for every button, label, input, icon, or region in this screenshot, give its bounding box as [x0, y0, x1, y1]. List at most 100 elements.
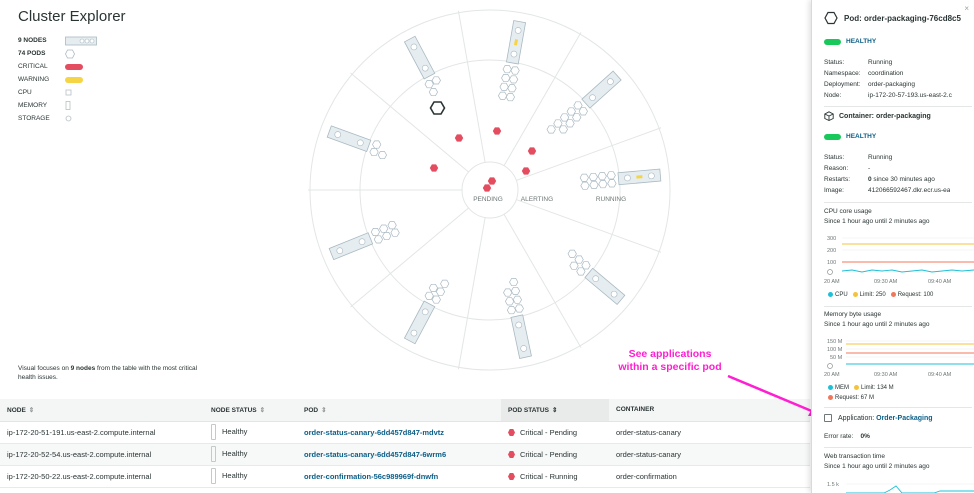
pod-link[interactable]: order-status-canary-6dd457d847-6wrm6 — [304, 449, 447, 459]
column-header-pod[interactable]: POD ⇕ — [297, 399, 501, 422]
pod-hex-icon[interactable] — [514, 304, 524, 313]
pod-hex-icon[interactable] — [510, 66, 520, 75]
pod-hex-icon[interactable] — [598, 180, 608, 189]
pod-hex-icon[interactable] — [576, 267, 586, 276]
node-box[interactable] — [403, 300, 436, 345]
pod-hex-icon[interactable] — [574, 255, 584, 264]
legend-request-item[interactable]: Request: 67 M — [828, 395, 874, 401]
pod-hex-icon[interactable] — [507, 84, 517, 93]
legend-limit-item[interactable]: Limit: 134 M — [854, 385, 894, 391]
node-box[interactable] — [328, 232, 374, 261]
table-row[interactable]: ip-172-20-51-191.us-east-2.compute.inter… — [0, 421, 810, 444]
node-box[interactable] — [584, 267, 626, 306]
pod-hex-icon[interactable] — [588, 172, 598, 181]
cluster-node[interactable] — [497, 20, 527, 102]
pod-hex-icon[interactable] — [510, 286, 521, 295]
pod-hex-icon[interactable] — [565, 119, 575, 128]
chart-handle-icon[interactable] — [827, 269, 833, 275]
cluster-node[interactable] — [328, 221, 400, 261]
pod-hex-icon[interactable] — [440, 279, 450, 288]
pod-hex-icon[interactable] — [428, 283, 439, 292]
sort-ascending-icon[interactable]: ⇕ — [551, 406, 558, 414]
pod-hex-icon[interactable] — [559, 113, 570, 122]
pod-hex-icon[interactable] — [372, 140, 382, 149]
pod-hex-icon[interactable] — [382, 232, 392, 241]
pod-hex-icon[interactable] — [497, 91, 508, 100]
pod-hex-icon[interactable] — [579, 173, 589, 182]
pod-hex-icon[interactable] — [387, 221, 397, 230]
critical-pod-icon[interactable] — [487, 177, 497, 185]
pod-hex-icon[interactable] — [370, 228, 381, 236]
sort-icon[interactable]: ⇕ — [28, 406, 35, 414]
pod-hex-icon[interactable] — [431, 76, 441, 85]
node-box[interactable] — [581, 70, 622, 109]
pod-hex-icon[interactable] — [567, 249, 577, 258]
cluster-node[interactable] — [567, 249, 626, 306]
pod-hex-icon[interactable] — [502, 65, 512, 74]
legend-cpu-item[interactable]: CPU — [828, 292, 848, 298]
pod-hex-icon[interactable] — [512, 295, 523, 304]
column-header-node-status[interactable]: NODE STATUS ⇕ — [204, 399, 297, 422]
cluster-node[interactable] — [403, 35, 441, 97]
table-row[interactable]: ip-172-20-52-54.us-east-2.compute.intern… — [0, 443, 810, 466]
pod-hex-icon[interactable] — [578, 107, 588, 116]
pod-hex-icon[interactable] — [607, 179, 617, 188]
sort-icon[interactable]: ⇕ — [321, 406, 327, 414]
cluster-node[interactable] — [326, 125, 388, 160]
critical-pod-icon[interactable] — [527, 147, 537, 155]
pod-hex-icon[interactable] — [546, 125, 556, 134]
application-row[interactable]: Application: Order-Packaging — [824, 414, 933, 422]
column-header-pod-status[interactable]: POD STATUS ⇕ — [501, 399, 609, 422]
node-box[interactable] — [403, 35, 436, 80]
application-checkbox[interactable] — [824, 414, 832, 422]
pod-hex-icon[interactable] — [569, 261, 579, 270]
legend-request-item[interactable]: Request: 100 — [890, 292, 933, 298]
legend-mem-item[interactable]: MEM — [828, 385, 849, 391]
pod-hex-icon[interactable] — [558, 125, 568, 134]
pod-link[interactable]: order-confirmation-56c989969f-dnwfn — [304, 471, 439, 481]
cluster-visualization[interactable]: PENDING ALERTING RUNNING — [0, 0, 810, 398]
pod-hex-icon[interactable] — [377, 151, 388, 160]
pod-hex-icon[interactable] — [499, 82, 509, 91]
critical-pod-icon[interactable] — [454, 134, 464, 142]
pod-hex-icon[interactable] — [597, 172, 607, 181]
nodes-layer[interactable] — [326, 20, 662, 359]
pod-hex-icon[interactable] — [504, 297, 515, 306]
web-transaction-chart[interactable]: 1.5 k — [824, 476, 974, 493]
pod-hex-icon[interactable] — [428, 88, 439, 97]
cpu-chart[interactable]: 300 200 100 20 AM 09:30 AM 09:40 AM — [824, 232, 974, 288]
pod-hex-icon[interactable] — [506, 306, 517, 315]
column-header-node[interactable]: NODE ⇕ — [0, 399, 204, 422]
critical-pod-icon[interactable] — [482, 184, 492, 192]
critical-pod-icon[interactable] — [521, 167, 531, 175]
pod-hex-icon[interactable] — [553, 119, 563, 128]
pod-hex-icon[interactable] — [390, 228, 400, 237]
pod-hex-icon[interactable] — [581, 261, 591, 270]
critical-pod-icon[interactable] — [429, 164, 439, 172]
column-header-container[interactable]: CONTAINER — [609, 399, 810, 422]
pod-hex-icon[interactable] — [373, 235, 384, 244]
sort-icon[interactable]: ⇕ — [259, 406, 266, 414]
pod-hex-icon[interactable] — [379, 224, 389, 233]
close-icon[interactable]: × — [964, 4, 969, 13]
chart-handle-icon[interactable] — [827, 363, 833, 369]
pod-hex-icon[interactable] — [508, 75, 519, 84]
pod-hex-icon[interactable] — [509, 278, 519, 287]
pod-hex-icon[interactable] — [505, 93, 516, 102]
pod-link[interactable]: order-status-canary-6dd457d847-mdvtz — [304, 427, 445, 437]
cluster-node[interactable] — [579, 168, 662, 190]
critical-pod-icon[interactable] — [492, 127, 502, 135]
legend-limit-item[interactable]: Limit: 250 — [852, 292, 886, 298]
cluster-node[interactable] — [546, 70, 622, 134]
pod-hex-icon[interactable] — [606, 171, 616, 180]
node-box[interactable] — [510, 314, 532, 359]
pod-hex-icon[interactable] — [589, 180, 599, 189]
application-link[interactable]: Order-Packaging — [876, 414, 933, 422]
critical-layer[interactable] — [429, 127, 537, 192]
pod-hex-icon[interactable] — [369, 148, 379, 157]
cluster-node[interactable] — [503, 278, 532, 359]
pod-hex-icon[interactable] — [424, 80, 434, 89]
cluster-node[interactable] — [403, 279, 450, 345]
pod-hex-icon[interactable] — [566, 107, 576, 116]
pod-hex-icon[interactable] — [424, 291, 434, 300]
